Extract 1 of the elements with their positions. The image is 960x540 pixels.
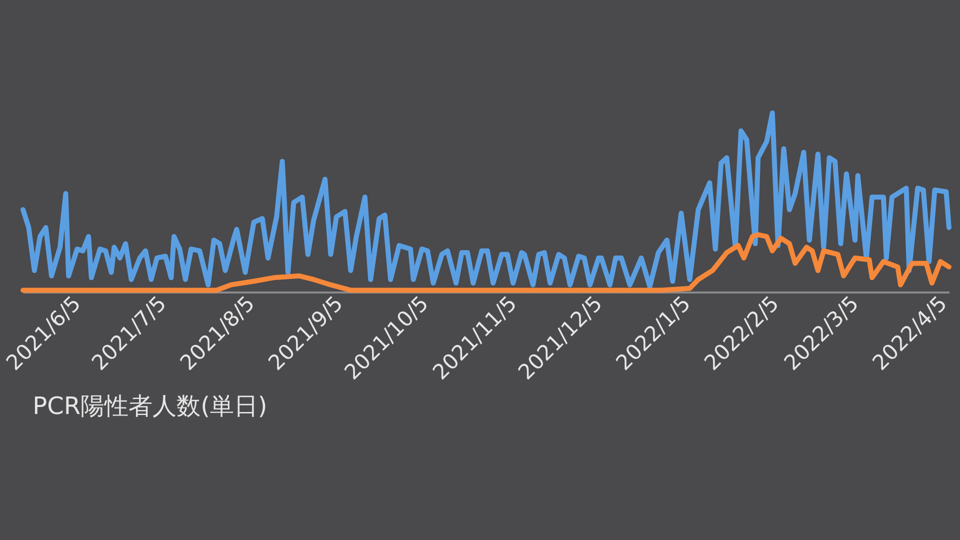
text: PCR陽性者人数(単日) xyxy=(32,392,268,420)
